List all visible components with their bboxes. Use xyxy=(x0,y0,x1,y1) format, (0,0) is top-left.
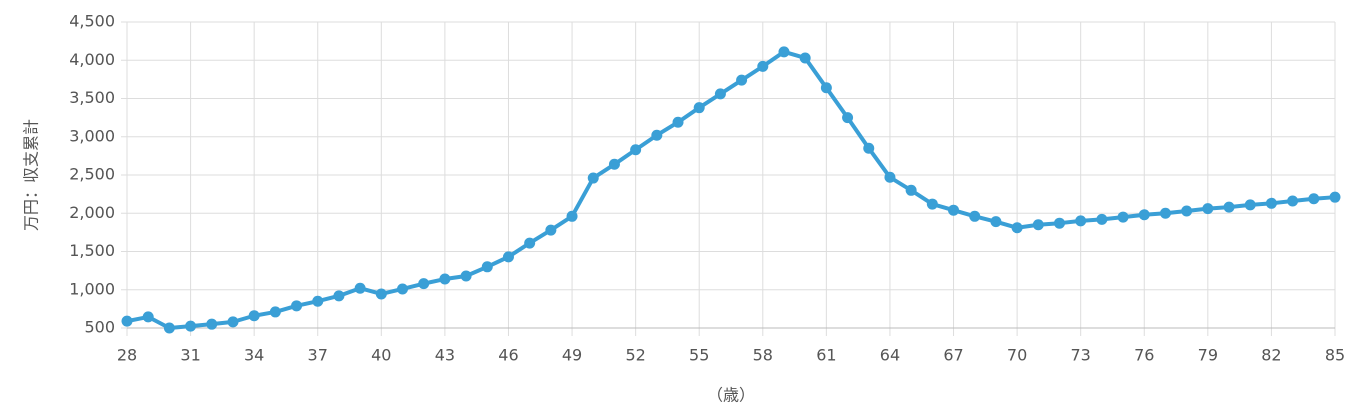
point xyxy=(397,283,409,295)
point xyxy=(693,102,705,114)
x-tick-label: 85 xyxy=(1325,346,1345,365)
point xyxy=(1011,222,1023,234)
point xyxy=(142,311,154,323)
point xyxy=(969,210,981,222)
point xyxy=(1223,201,1235,213)
point xyxy=(736,74,748,86)
x-tick-label: 52 xyxy=(625,346,645,365)
y-tick-label: 4,000 xyxy=(69,50,115,69)
point xyxy=(121,315,133,327)
point xyxy=(1053,217,1065,229)
y-tick-label: 500 xyxy=(84,318,115,337)
point xyxy=(163,322,175,334)
x-tick-label: 82 xyxy=(1261,346,1281,365)
x-tick-label: 40 xyxy=(371,346,391,365)
point xyxy=(439,273,451,285)
point xyxy=(502,251,514,263)
x-tick-label: 76 xyxy=(1134,346,1154,365)
line xyxy=(126,49,1336,330)
x-tick-label: 46 xyxy=(498,346,518,365)
point xyxy=(312,295,324,307)
point xyxy=(1181,205,1193,217)
point xyxy=(1032,219,1044,231)
point xyxy=(524,237,536,249)
x-tick-label: 73 xyxy=(1071,346,1091,365)
point xyxy=(608,158,620,170)
point xyxy=(884,171,896,183)
y-tick-label: 1,500 xyxy=(69,241,115,260)
point xyxy=(566,210,578,222)
point xyxy=(545,224,557,236)
point xyxy=(714,88,726,100)
x-tick-label: 28 xyxy=(117,346,137,365)
point xyxy=(1329,191,1341,203)
point xyxy=(1138,209,1150,221)
point xyxy=(948,204,960,216)
point xyxy=(842,112,854,124)
point xyxy=(757,60,769,72)
point xyxy=(926,198,938,210)
x-tick-label: 55 xyxy=(689,346,709,365)
point xyxy=(672,116,684,128)
point xyxy=(990,216,1002,228)
point xyxy=(1096,213,1108,225)
point xyxy=(375,288,387,300)
point xyxy=(1159,207,1171,219)
x-tick-label: 67 xyxy=(943,346,963,365)
point xyxy=(185,320,197,332)
x-tick-label: 64 xyxy=(880,346,900,365)
point xyxy=(354,282,366,294)
point xyxy=(820,82,832,94)
y-tick-label: 1,000 xyxy=(69,279,115,298)
x-tick-label: 37 xyxy=(308,346,328,365)
x-tick-label: 49 xyxy=(562,346,582,365)
point xyxy=(333,290,345,302)
point xyxy=(291,300,303,312)
y-tick-label: 2,000 xyxy=(69,203,115,222)
point xyxy=(269,306,281,318)
point xyxy=(206,318,218,330)
point xyxy=(481,261,493,273)
point xyxy=(418,278,430,290)
point xyxy=(651,129,663,141)
point xyxy=(1202,203,1214,215)
y-tick-label: 3,500 xyxy=(69,88,115,107)
point xyxy=(905,184,917,196)
point xyxy=(630,144,642,156)
point xyxy=(1117,211,1129,223)
y-axis-label: 万円：収支累計 xyxy=(22,119,41,231)
x-tick-label: 61 xyxy=(816,346,836,365)
point xyxy=(587,172,599,184)
x-tick-label: 58 xyxy=(753,346,773,365)
point xyxy=(248,310,260,322)
y-tick-label: 3,000 xyxy=(69,126,115,145)
point xyxy=(460,270,472,282)
x-tick-label: 31 xyxy=(180,346,200,365)
x-axis-label: （歳） xyxy=(707,386,755,405)
point xyxy=(1265,197,1277,209)
x-tick-label: 79 xyxy=(1198,346,1218,365)
point xyxy=(227,316,239,328)
y-tick-label: 2,500 xyxy=(69,165,115,184)
y-tick-label: 4,500 xyxy=(69,12,115,31)
x-tick-label: 43 xyxy=(435,346,455,365)
point xyxy=(1287,195,1299,207)
x-tick-label: 70 xyxy=(1007,346,1027,365)
point xyxy=(778,46,790,58)
point xyxy=(799,52,811,64)
point xyxy=(863,142,875,154)
point xyxy=(1244,199,1256,211)
x-tick-label: 34 xyxy=(244,346,264,365)
point xyxy=(1075,215,1087,227)
point xyxy=(1308,193,1320,205)
